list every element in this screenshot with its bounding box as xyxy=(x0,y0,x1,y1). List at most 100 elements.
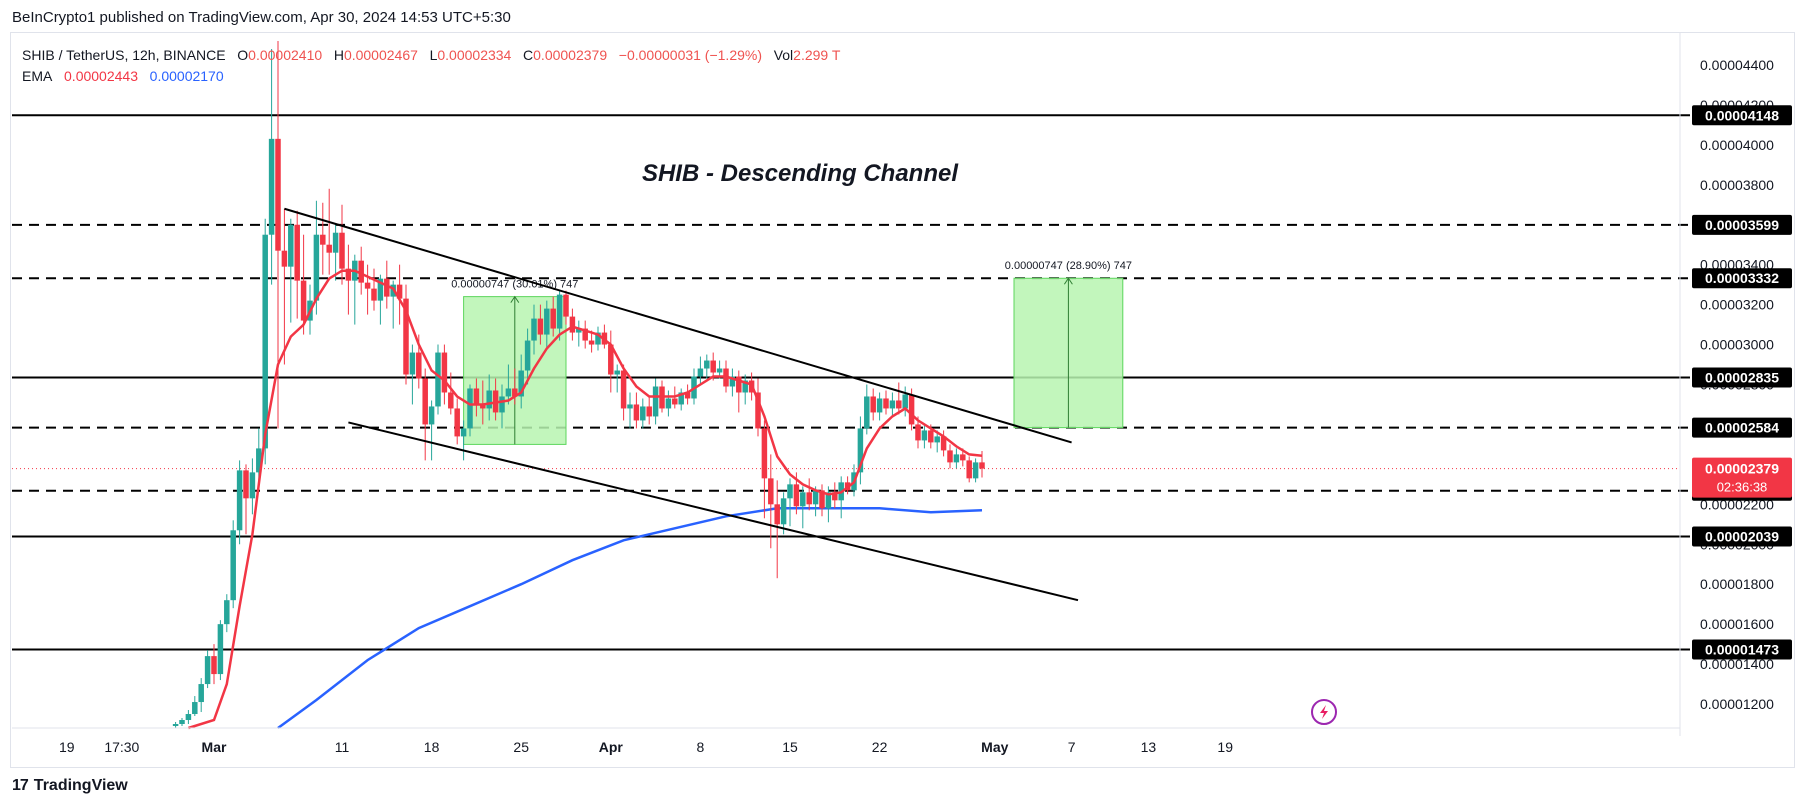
candle-body xyxy=(614,370,620,375)
candle-body xyxy=(787,484,793,499)
level-tag-bg xyxy=(1692,214,1792,235)
x-tick-label: 22 xyxy=(872,739,888,755)
x-tick-label: 25 xyxy=(513,739,529,755)
chart-frame xyxy=(10,32,1795,768)
x-tick-label: Mar xyxy=(202,739,227,755)
level-tag-bg xyxy=(1692,105,1792,126)
legend-high-label: H xyxy=(333,47,344,63)
candle-body xyxy=(499,396,505,413)
legend-symbol[interactable]: SHIB / TetherUS, 12h, BINANCE xyxy=(22,47,226,63)
legend-volume-label: Vol xyxy=(773,47,794,63)
candle-body xyxy=(640,406,646,421)
symbol-legend: SHIB / TetherUS, 12h, BINANCE O0.0000241… xyxy=(22,45,840,87)
candle-body xyxy=(697,368,704,377)
legend-low-value: 0.00002334 xyxy=(437,47,512,63)
candle-body xyxy=(467,388,473,429)
candle-body xyxy=(345,268,352,281)
candle-body xyxy=(556,294,563,329)
x-tick-label: 11 xyxy=(335,739,350,755)
candle-body xyxy=(358,260,364,283)
level-tag-bg xyxy=(1692,268,1792,289)
candle-body xyxy=(832,492,838,501)
candle-body xyxy=(947,450,953,463)
level-tag-bg xyxy=(1692,526,1792,547)
level-tag-bg xyxy=(1692,367,1792,388)
lightning-icon[interactable] xyxy=(1311,699,1337,725)
candle-body xyxy=(300,280,307,321)
candle-body xyxy=(716,368,723,373)
y-tick-label: 0.00003800 xyxy=(1700,177,1774,193)
candle-body xyxy=(294,224,300,281)
legend-ema-fast: 0.00002443 xyxy=(64,68,138,84)
legend-low-label: L xyxy=(429,47,438,63)
candle-body xyxy=(576,328,582,333)
candle-body xyxy=(729,376,736,387)
last-price-tag: 0.00002379 xyxy=(1705,461,1779,477)
candle-body xyxy=(793,484,800,507)
legend-ema-slow: 0.00002170 xyxy=(149,68,224,84)
candle-body xyxy=(595,332,601,345)
candle-body xyxy=(742,380,748,393)
candle-body xyxy=(672,398,678,405)
y-tick-label: 0.00001800 xyxy=(1700,576,1774,592)
x-tick-label: 7 xyxy=(1068,739,1076,755)
candle-body xyxy=(531,318,537,341)
ema-slow-line xyxy=(277,507,983,730)
candle-body xyxy=(460,428,467,437)
ema-slow-layer xyxy=(277,507,983,730)
candle-body xyxy=(454,408,460,437)
candle-body xyxy=(966,460,972,479)
level-tag: 0.00002039 xyxy=(1705,528,1779,544)
measure-arrow-head xyxy=(1063,277,1073,285)
candle-body xyxy=(544,308,550,335)
candle-body xyxy=(428,406,435,425)
candle-body xyxy=(864,396,870,429)
level-tag: 0.00003599 xyxy=(1705,217,1779,233)
candle-body xyxy=(256,448,262,473)
candle-body xyxy=(416,352,422,379)
level-tag-bg xyxy=(1692,639,1792,660)
candle-body xyxy=(876,398,883,413)
y-tick-label: 0.00001400 xyxy=(1700,656,1774,672)
tradingview-brand: TradingView xyxy=(33,777,128,794)
candle-body xyxy=(198,684,204,703)
channel-upper-line xyxy=(284,207,1072,444)
candle-body xyxy=(979,462,985,469)
candle-body xyxy=(665,398,672,409)
candle-body xyxy=(364,282,371,289)
candle-body xyxy=(320,234,326,245)
publish-credit: BeInCrypto1 published on TradingView.com… xyxy=(12,9,511,26)
candle-body xyxy=(582,328,588,341)
x-tick-label: 15 xyxy=(782,739,798,755)
candle-body xyxy=(960,454,966,461)
x-tick-label: 17:30 xyxy=(104,739,139,755)
legend-open-label: O xyxy=(237,47,249,63)
measure-arrow-head xyxy=(510,295,520,303)
x-tick-label: Apr xyxy=(599,739,624,755)
legend-ema-label[interactable]: EMA xyxy=(22,68,53,84)
legend-row-ohlc: SHIB / TetherUS, 12h, BINANCE O0.0000241… xyxy=(22,45,840,66)
tradingview-logo[interactable]: 17 TradingView xyxy=(12,777,128,795)
y-tick-label: 0.00001600 xyxy=(1700,616,1774,632)
candle-body xyxy=(678,392,684,405)
candle-body xyxy=(230,530,236,601)
chart-title: SHIB - Descending Channel xyxy=(642,160,959,187)
ema-fast-line xyxy=(188,269,983,730)
candle-body xyxy=(518,370,524,397)
candle-body xyxy=(486,390,492,409)
level-tag: 0.00001473 xyxy=(1705,642,1779,658)
candle-body xyxy=(819,490,825,509)
candle-body xyxy=(371,288,377,301)
candle-body xyxy=(896,400,902,409)
candle-body xyxy=(524,340,531,371)
candle-body xyxy=(550,308,556,329)
candle-body xyxy=(313,234,320,301)
candle-body xyxy=(710,360,716,373)
tradingview-mark-icon: 17 xyxy=(12,777,29,794)
candle-body xyxy=(908,394,915,425)
candle-body xyxy=(268,138,275,235)
candle-body xyxy=(236,470,243,531)
level-tag: 0.00002584 xyxy=(1705,420,1779,436)
candle-body xyxy=(384,278,390,297)
